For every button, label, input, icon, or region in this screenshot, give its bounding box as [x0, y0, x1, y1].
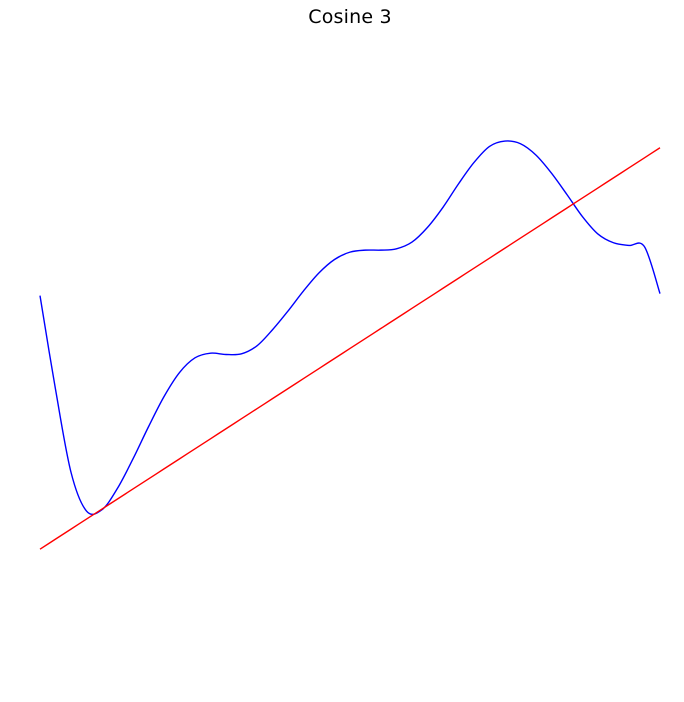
series-line-1 [39, 140, 661, 516]
chart-title: Cosine 3 [308, 6, 392, 28]
series-line-2 [39, 147, 661, 550]
series-layer [39, 140, 661, 550]
